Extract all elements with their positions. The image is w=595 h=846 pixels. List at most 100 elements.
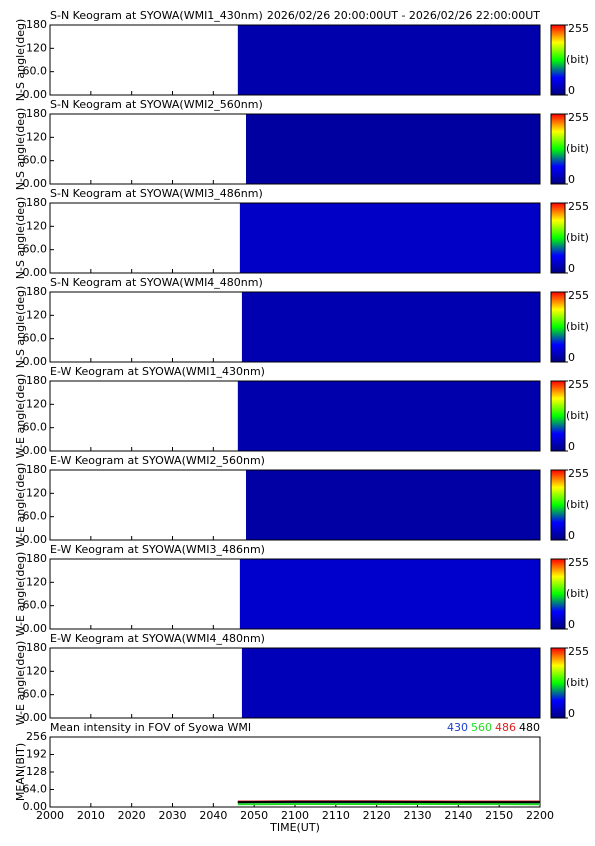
- colorbar-label: (bit): [566, 409, 589, 422]
- y-tick-label: 120: [26, 308, 47, 321]
- colorbar-tick-label: 0: [568, 618, 575, 631]
- colorbar-tick-label: 255: [568, 111, 589, 124]
- keogram-image: [246, 114, 540, 184]
- panel-title: E-W Keogram at SYOWA(WMI3_486nm): [50, 543, 265, 556]
- x-tick-label: 2000: [36, 809, 64, 822]
- y-tick-label: 120: [26, 664, 47, 677]
- panel-title: E-W Keogram at SYOWA(WMI2_560nm): [50, 454, 265, 467]
- y-tick-label: 0.00: [23, 177, 48, 190]
- colorbar-tick-label: 0: [568, 173, 575, 186]
- x-tick-label: 2010: [77, 809, 105, 822]
- colorbar-tick-label: 0: [568, 440, 575, 453]
- y-tick-label: 0.00: [23, 88, 48, 101]
- legend-entry: 560: [471, 721, 492, 734]
- colorbar: [551, 648, 565, 718]
- period: 2026/02/26 20:00:00UT - 2026/02/26 22:00…: [267, 9, 540, 22]
- colorbar: [551, 292, 565, 362]
- y-tick-label: 0.00: [23, 533, 48, 546]
- y-tick-label: 60.0: [23, 332, 48, 345]
- colorbar: [551, 25, 565, 95]
- colorbar-tick-label: 255: [568, 289, 589, 302]
- y-tick-label: 180: [26, 107, 47, 120]
- y-tick-label: 120: [26, 486, 47, 499]
- y-tick-label: 120: [26, 575, 47, 588]
- y-tick-label: 0.00: [23, 444, 48, 457]
- y-tick-label: 180: [26, 552, 47, 565]
- keogram-image: [240, 203, 540, 273]
- y-tick-label: 256: [26, 730, 47, 743]
- y-tick-label: 180: [26, 285, 47, 298]
- y-tick-label: 60.0: [23, 65, 48, 78]
- x-tick-label: 2150: [485, 809, 513, 822]
- x-tick-label: 2020: [118, 809, 146, 822]
- colorbar-label: (bit): [566, 53, 589, 66]
- colorbar: [551, 203, 565, 273]
- y-tick-label: 120: [26, 130, 47, 143]
- keogram-image: [240, 559, 540, 629]
- panel-title: E-W Keogram at SYOWA(WMI1_430nm): [50, 365, 265, 378]
- colorbar: [551, 470, 565, 540]
- keogram-image: [238, 25, 540, 95]
- y-tick-label: 120: [26, 397, 47, 410]
- x-tick-label: 2110: [322, 809, 350, 822]
- y-tick-label: 120: [26, 219, 47, 232]
- legend-entry: 486: [495, 721, 516, 734]
- y-tick-label: 60.0: [23, 154, 48, 167]
- x-axis-label: TIME(UT): [269, 821, 320, 834]
- x-tick-label: 2140: [444, 809, 472, 822]
- panel-title: S-N Keogram at SYOWA(WMI1_430nm): [50, 9, 263, 22]
- keogram-image: [242, 648, 540, 718]
- y-tick-label: 180: [26, 196, 47, 209]
- colorbar-label: (bit): [566, 676, 589, 689]
- keogram-image: [238, 381, 540, 451]
- colorbar-label: (bit): [566, 320, 589, 333]
- colorbar-tick-label: 255: [568, 200, 589, 213]
- colorbar: [551, 559, 565, 629]
- y-tick-label: 120: [26, 41, 47, 54]
- colorbar-label: (bit): [566, 231, 589, 244]
- colorbar-tick-label: 0: [568, 351, 575, 364]
- y-tick-label: 60.0: [23, 599, 48, 612]
- y-tick-label: 180: [26, 374, 47, 387]
- panel-title: S-N Keogram at SYOWA(WMI3_486nm): [50, 187, 263, 200]
- panel-title: E-W Keogram at SYOWA(WMI4_480nm): [50, 632, 265, 645]
- panel-title: S-N Keogram at SYOWA(WMI4_480nm): [50, 276, 263, 289]
- legend-entry: 480: [519, 721, 540, 734]
- x-tick-label: 2120: [363, 809, 391, 822]
- y-tick-label: 0.00: [23, 622, 48, 635]
- panel-title: Mean intensity in FOV of Syowa WMI: [50, 721, 251, 734]
- y-tick-label: 128: [26, 765, 47, 778]
- y-tick-label: 180: [26, 641, 47, 654]
- keogram-image: [246, 470, 540, 540]
- y-tick-label: 60.0: [23, 510, 48, 523]
- x-tick-label: 2130: [404, 809, 432, 822]
- panel-title: S-N Keogram at SYOWA(WMI2_560nm): [50, 98, 263, 111]
- plot-frame: [50, 737, 540, 807]
- x-tick-label: 2200: [526, 809, 554, 822]
- keogram-image: [242, 292, 540, 362]
- colorbar-tick-label: 0: [568, 84, 575, 97]
- colorbar-tick-label: 255: [568, 467, 589, 480]
- x-tick-label: 2030: [159, 809, 187, 822]
- colorbar-tick-label: 0: [568, 529, 575, 542]
- colorbar-tick-label: 255: [568, 645, 589, 658]
- colorbar: [551, 114, 565, 184]
- y-tick-label: 0.00: [23, 355, 48, 368]
- x-tick-label: 2050: [240, 809, 268, 822]
- colorbar-tick-label: 0: [568, 262, 575, 275]
- y-tick-label: 180: [26, 18, 47, 31]
- y-tick-label: 64.0: [23, 783, 48, 796]
- x-tick-label: 2040: [199, 809, 227, 822]
- y-tick-label: 60.0: [23, 243, 48, 256]
- colorbar-tick-label: 255: [568, 378, 589, 391]
- colorbar-label: (bit): [566, 587, 589, 600]
- colorbar: [551, 381, 565, 451]
- colorbar-label: (bit): [566, 142, 589, 155]
- colorbar-tick-label: 255: [568, 556, 589, 569]
- y-tick-label: 0.00: [23, 711, 48, 724]
- colorbar-tick-label: 255: [568, 22, 589, 35]
- y-tick-label: 60.0: [23, 421, 48, 434]
- legend-entry: 430: [447, 721, 468, 734]
- y-tick-label: 60.0: [23, 688, 48, 701]
